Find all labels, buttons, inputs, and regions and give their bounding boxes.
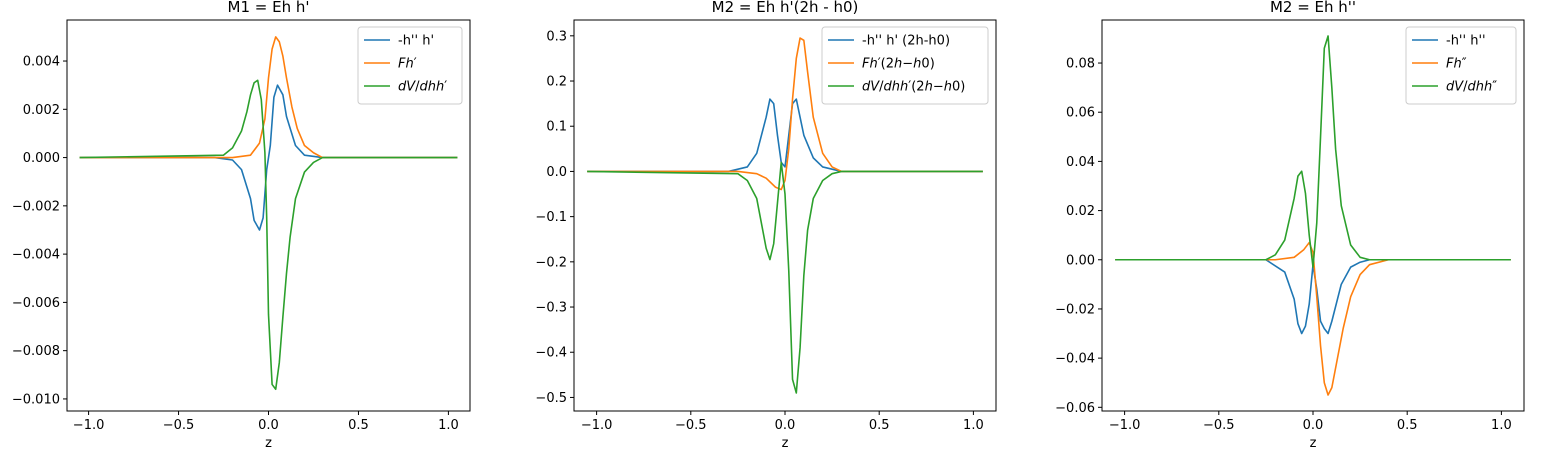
chart-panel-3: −1.0 −0.5 0.0 0.5 1.0 0.08 0.06 0.04 0.02 0.00 −0.… — [1055, 0, 1525, 450]
x-tick-label: 0.5 — [869, 418, 890, 433]
x-tick-label: 0.0 — [258, 418, 279, 433]
series-line-1 — [587, 98, 983, 173]
chart-title: M1 = Eh h' — [228, 0, 310, 16]
series-line-3 — [587, 161, 983, 394]
series-line-2 — [587, 37, 983, 191]
series-line-2 — [79, 36, 458, 159]
legend-box — [357, 26, 463, 105]
y-tick-label: −0.3 — [535, 301, 567, 316]
x-tick-label: 0.0 — [1303, 418, 1324, 433]
legend-label: -h'' h'' — [1446, 34, 1486, 49]
x-tick-label: 0.0 — [775, 418, 796, 433]
y-tick-label: 0.06 — [1066, 106, 1095, 121]
y-tick-label: 0.08 — [1066, 57, 1095, 72]
legend-box — [821, 26, 989, 105]
series-line-1 — [79, 84, 458, 231]
x-tick-label: 1.0 — [1491, 418, 1512, 433]
chart-panel-2: −1.0 −0.5 0.0 0.5 1.0 0.3 0.2 0.1 0.0 −0.1 −0.2 −0.… — [535, 0, 997, 450]
x-axis-label: z — [782, 436, 789, 450]
legend-box — [1405, 26, 1517, 105]
legend-label: Fh″ — [1446, 57, 1467, 72]
series-line-2 — [1115, 241, 1511, 396]
y-tick-label: −0.006 — [12, 296, 60, 311]
legend-label: Fh′(2h−h0) — [862, 57, 935, 72]
y-tick-label: −0.008 — [12, 344, 60, 359]
y-tick-label: −0.02 — [1055, 302, 1095, 317]
series-line-1 — [1115, 258, 1511, 335]
x-tick-label: 0.5 — [348, 418, 369, 433]
y-tick-label: −0.04 — [1055, 352, 1095, 367]
legend-label: dV/dhh′ — [398, 80, 447, 95]
y-tick-label: 0.3 — [546, 29, 567, 44]
legend-label: -h'' h' — [398, 34, 434, 49]
y-tick-label: −0.1 — [535, 210, 567, 225]
x-tick-label: −0.5 — [675, 418, 707, 433]
y-tick-label: 0.02 — [1066, 204, 1095, 219]
y-tick-label: −0.5 — [535, 391, 567, 406]
legend-label: -h'' h' (2h-h0) — [862, 34, 950, 49]
legend-label: dV/dhh″ — [1446, 80, 1497, 95]
x-axis-label: z — [1310, 436, 1317, 450]
legend: -h'' h' Fh′ dV/dhh′ — [357, 26, 463, 105]
y-tick-label: −0.06 — [1055, 401, 1095, 416]
y-tick-label: −0.2 — [535, 255, 567, 270]
y-tick-label: 0.002 — [23, 103, 60, 118]
y-tick-label: 0.1 — [546, 120, 567, 135]
x-tick-label: −1.0 — [73, 418, 105, 433]
chart-title: M2 = Eh h'(2h - h0) — [712, 0, 859, 16]
legend-label: dV/dhh′(2h−h0) — [862, 80, 965, 95]
x-tick-label: −0.5 — [1203, 418, 1235, 433]
legend: -h'' h' (2h-h0) Fh′(2h−h0) dV/dhh′(2h−h0) — [821, 26, 989, 105]
chart-panel-1: −1.0 −0.5 0.0 0.5 1.0 0.004 0.002 0.000 −0.002 −0… — [12, 0, 471, 450]
y-tick-label: 0.004 — [23, 55, 60, 70]
y-tick-label: 0.0 — [546, 165, 567, 180]
x-tick-label: −1.0 — [1109, 418, 1141, 433]
y-tick-label: −0.010 — [12, 392, 60, 407]
x-tick-label: 0.5 — [1397, 418, 1418, 433]
x-tick-label: 1.0 — [963, 418, 984, 433]
x-tick-label: 1.0 — [438, 418, 459, 433]
y-tick-label: 0.000 — [23, 151, 60, 166]
y-tick-label: −0.004 — [12, 248, 60, 263]
x-tick-label: −1.0 — [581, 418, 613, 433]
chart-title: M2 = Eh h'' — [1270, 0, 1356, 16]
x-tick-label: −0.5 — [163, 418, 195, 433]
y-tick-label: 0.2 — [546, 75, 567, 90]
y-tick-label: 0.00 — [1066, 253, 1095, 268]
legend: -h'' h'' Fh″ dV/dhh″ — [1405, 26, 1517, 105]
y-tick-label: 0.04 — [1066, 155, 1095, 170]
y-tick-label: −0.002 — [12, 199, 60, 214]
series-line-3 — [1115, 35, 1511, 268]
x-axis-label: z — [265, 436, 272, 450]
y-tick-label: −0.4 — [535, 346, 567, 361]
series-line-3 — [79, 79, 458, 391]
legend-label: Fh′ — [398, 57, 417, 72]
